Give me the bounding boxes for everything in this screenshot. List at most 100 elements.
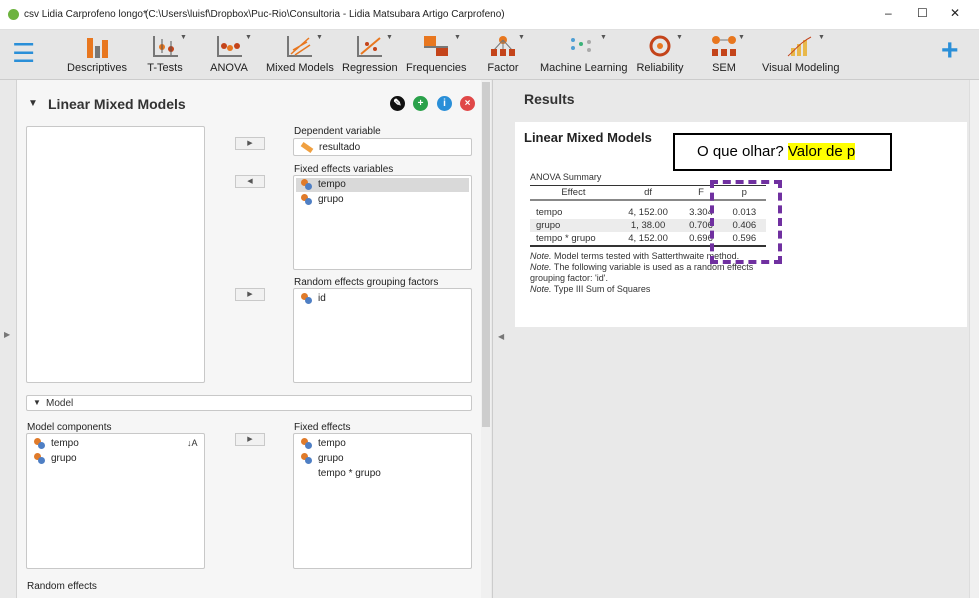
nominal-icon [34, 438, 45, 449]
app-icon [8, 9, 19, 20]
item-label: tempo * grupo [318, 468, 381, 479]
close-button[interactable]: ✕ [950, 6, 961, 20]
list-item[interactable]: tempo [301, 438, 346, 449]
factor-icon [491, 36, 515, 56]
table-row: tempo 4, 152.00 3.304 0.013 [536, 207, 757, 218]
nominal-icon [301, 438, 312, 449]
scale-icon [300, 142, 314, 153]
move-fixed-button[interactable]: ◀ [235, 175, 265, 188]
item-label: id [318, 293, 326, 304]
list-item[interactable]: grupo [301, 194, 344, 205]
list-item[interactable]: grupo [301, 453, 344, 464]
nominal-icon [301, 293, 312, 304]
random-effects-label: Random effects [27, 581, 97, 592]
list-item[interactable]: tempo [34, 438, 79, 449]
scrollbar[interactable] [481, 80, 491, 598]
available-variables-list[interactable] [26, 126, 205, 383]
t-test-icon [153, 36, 178, 57]
item-label: grupo [318, 453, 344, 464]
fixed-effects-terms-box[interactable]: tempo grupo tempo * grupo [293, 433, 472, 569]
model-section-header[interactable]: ▼ Model [26, 395, 472, 411]
anova-icon [217, 36, 242, 57]
results-scrollbar[interactable] [969, 80, 979, 598]
random-label: Random effects grouping factors [294, 277, 439, 288]
expand-left-icon[interactable]: ▶ [4, 330, 11, 339]
machine-learning-button[interactable]: Machine Learning ▼ [540, 34, 628, 74]
table-row: grupo 1, 38.00 0.706 0.406 [530, 219, 766, 232]
item-label: tempo [51, 438, 79, 449]
anova-button[interactable]: ANOVA ▼ [205, 30, 253, 80]
nominal-icon [301, 453, 312, 464]
regression-button[interactable]: Regression ▼ [342, 34, 398, 74]
minimize-button[interactable]: – [885, 6, 892, 20]
random-grouping-box[interactable]: id [293, 288, 472, 383]
duplicate-icon[interactable]: + [413, 96, 428, 111]
item-label: tempo [318, 179, 346, 190]
list-item[interactable]: tempo [301, 179, 346, 190]
add-module-button[interactable]: + [941, 34, 959, 67]
col-header: Effect [561, 187, 586, 198]
maximize-button[interactable]: ☐ [917, 6, 928, 20]
col-header: p [741, 187, 747, 198]
label: Frequencies [406, 62, 467, 74]
table-row: tempo * grupo 4, 152.00 0.696 0.596 [530, 232, 766, 246]
list-item[interactable]: resultado [300, 142, 361, 153]
machine-learning-icon [571, 38, 591, 52]
section-label: Model [46, 398, 74, 409]
move-random-button[interactable]: ▶ [235, 288, 265, 301]
sort-icon[interactable]: ↓A [187, 438, 198, 448]
t-tests-button[interactable]: T-Tests ▼ [140, 30, 190, 80]
edit-icon[interactable]: ✎ [390, 96, 405, 111]
col-header: F [698, 187, 704, 198]
nominal-icon [34, 453, 45, 464]
col-header: df [644, 187, 653, 198]
label: Reliability [636, 62, 684, 74]
mixed-models-button[interactable]: Mixed Models ▼ [266, 34, 334, 74]
add-term-button[interactable]: ▶ [235, 433, 265, 446]
list-item[interactable]: tempo * grupo [318, 468, 381, 479]
move-to-dependent-button[interactable]: ▶ [235, 137, 265, 150]
item-label: tempo [318, 438, 346, 449]
dependent-label: Dependent variable [294, 126, 381, 137]
table-notes: Note. Model terms tested with Satterthwa… [530, 251, 754, 294]
components-label: Model components [27, 422, 112, 433]
model-components-list[interactable]: tempo grupo ↓A [26, 433, 205, 569]
window-path: (C:\Users\luisf\Dropbox\Puc-Rio\Consulto… [145, 9, 505, 20]
remove-icon[interactable]: × [460, 96, 475, 111]
frequencies-button[interactable]: Frequencies ▼ [406, 34, 467, 74]
label: T-Tests [147, 62, 183, 74]
bar-chart-icon [87, 38, 108, 58]
visual-modeling-button[interactable]: Visual Modeling ▼ [762, 34, 840, 74]
fixed-effects-variables-box[interactable]: tempo grupo [293, 175, 472, 270]
annotation-callout: O que olhar? Valor de p [673, 133, 892, 171]
dependent-variable-box[interactable]: resultado [293, 138, 472, 156]
title-bar: csv Lidia Carprofeno longo* (C:\Users\lu… [0, 0, 979, 30]
list-item[interactable]: grupo [34, 453, 77, 464]
window-title: csv Lidia Carprofeno longo* [24, 9, 147, 20]
reliability-button[interactable]: Reliability ▼ [636, 34, 684, 74]
nominal-icon [301, 179, 312, 190]
table-title: ANOVA Summary [530, 172, 602, 182]
sem-button[interactable]: SEM ▼ [706, 30, 745, 80]
collapse-arrow-icon: ◀ [498, 332, 505, 341]
sem-icon [712, 36, 736, 56]
collapse-icon[interactable]: ▼ [28, 98, 38, 109]
results-header: Results [524, 91, 575, 107]
question-text: O que olhar? [697, 143, 784, 160]
label: Descriptives [67, 62, 127, 74]
descriptives-button[interactable]: Descriptives [66, 30, 128, 80]
factor-button[interactable]: Factor ▼ [484, 30, 525, 80]
item-label: resultado [319, 142, 361, 153]
list-item[interactable]: id [301, 293, 326, 304]
splitter[interactable]: ◀ [492, 80, 510, 598]
reliability-icon [649, 35, 671, 57]
label: ANOVA [210, 62, 248, 74]
analysis-title: Linear Mixed Models [48, 96, 186, 112]
hamburger-menu-icon[interactable]: ☰ [12, 38, 36, 68]
item-label: grupo [51, 453, 77, 464]
info-icon[interactable]: i [437, 96, 452, 111]
label: Machine Learning [540, 62, 628, 74]
fixed-effects-label: Fixed effects [294, 422, 351, 433]
nominal-icon [301, 194, 312, 205]
